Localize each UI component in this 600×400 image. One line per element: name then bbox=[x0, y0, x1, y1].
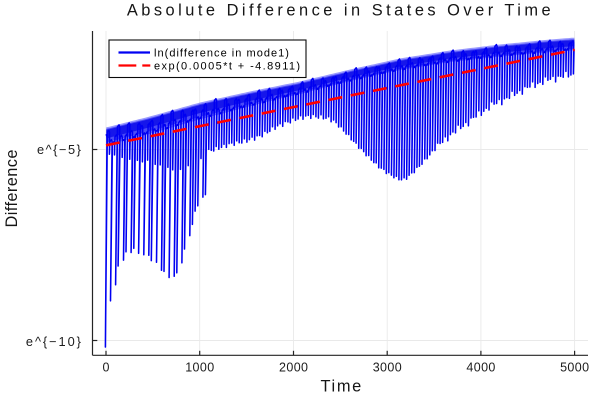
svg-text:ln(difference in mode1): ln(difference in mode1) bbox=[154, 47, 290, 59]
svg-text:Time: Time bbox=[320, 378, 362, 396]
svg-text:4000: 4000 bbox=[466, 360, 495, 374]
svg-text:exp(0.0005*t + -4.8911): exp(0.0005*t + -4.8911) bbox=[154, 60, 302, 72]
svg-text:Difference: Difference bbox=[3, 149, 21, 227]
svg-text:3000: 3000 bbox=[373, 360, 402, 374]
svg-text:e^{−10}: e^{−10} bbox=[26, 334, 83, 349]
svg-text:5000: 5000 bbox=[560, 360, 589, 374]
svg-text:Absolute Difference in States: Absolute Difference in States Over Time bbox=[127, 1, 554, 19]
svg-text:0: 0 bbox=[103, 360, 110, 374]
svg-text:2000: 2000 bbox=[279, 360, 308, 374]
svg-text:e^{−5}: e^{−5} bbox=[37, 142, 83, 157]
svg-text:1000: 1000 bbox=[185, 360, 214, 374]
